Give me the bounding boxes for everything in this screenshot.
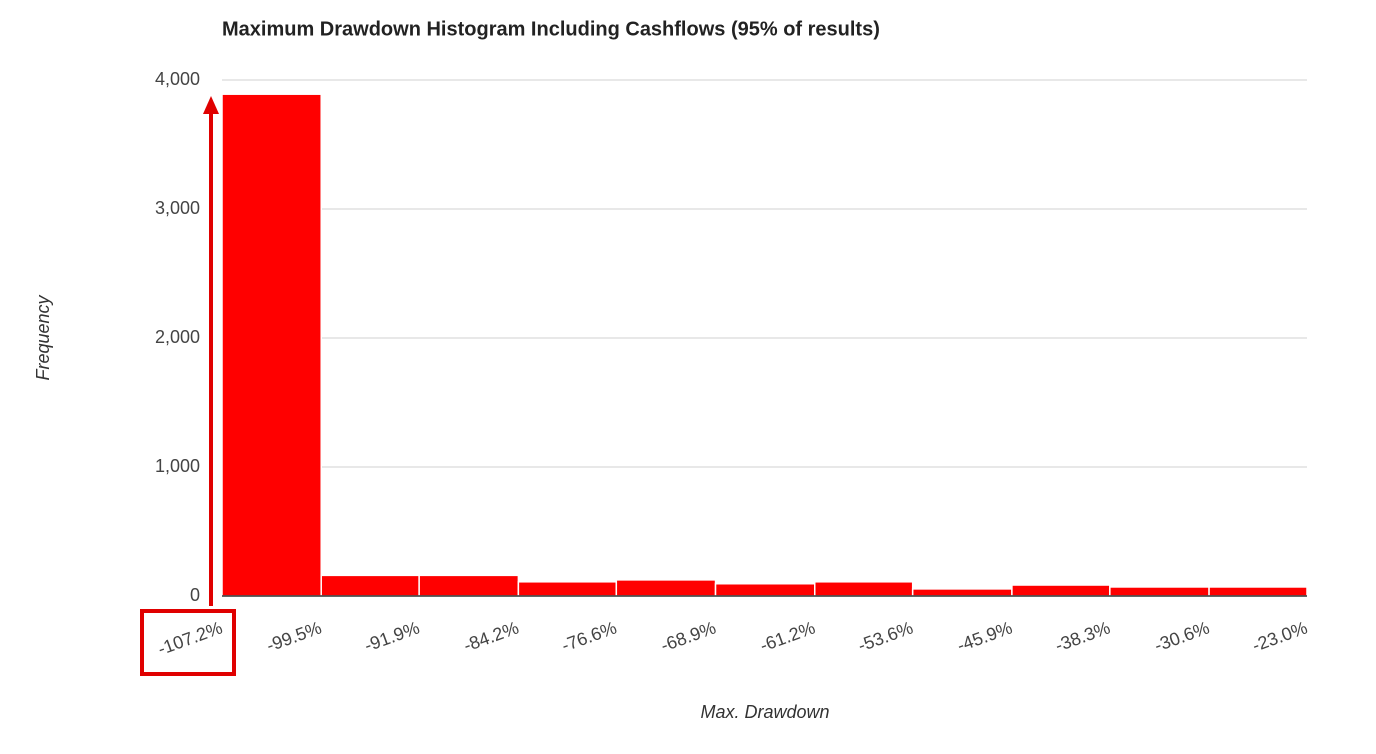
highlight-box [140, 609, 236, 676]
x-tick-label: -84.2% [461, 617, 521, 655]
bar [714, 582, 816, 597]
x-tick-label: -23.0% [1250, 617, 1310, 655]
x-tick-label: -38.3% [1052, 617, 1112, 655]
bar [418, 574, 520, 597]
bar [517, 581, 618, 597]
chart-title: Maximum Drawdown Histogram Including Cas… [222, 18, 880, 40]
annotation [140, 96, 236, 676]
bar [814, 581, 914, 597]
bar [911, 588, 1013, 597]
bar [320, 574, 420, 597]
bar [1011, 584, 1111, 597]
y-tick-label: 0 [190, 585, 200, 605]
x-tick-label: -107.2% [155, 617, 225, 659]
bar [221, 93, 322, 597]
bar [615, 579, 717, 597]
x-axis-title: Max. Drawdown [700, 702, 829, 722]
x-tick-label: -91.9% [362, 617, 422, 655]
y-tick-label: 3,000 [155, 198, 200, 218]
y-tick-label: 4,000 [155, 69, 200, 89]
y-axis-title: Frequency [33, 294, 53, 380]
x-tick-label: -61.2% [757, 617, 817, 655]
x-tick-label: -68.9% [658, 617, 718, 655]
y-tick-label: 1,000 [155, 456, 200, 476]
x-tick-label: -45.9% [954, 617, 1014, 655]
x-tick-label: -30.6% [1152, 617, 1212, 655]
arrow-head [203, 96, 219, 114]
y-tick-label: 2,000 [155, 327, 200, 347]
bar [1208, 586, 1308, 597]
x-tick-label: -76.6% [559, 617, 619, 655]
plot-area: 0 1,000 2,000 3,000 4,000 -107.2% -99.5% -91.9%… [155, 69, 1310, 659]
x-tick-label: -99.5% [264, 617, 324, 655]
x-tick-label: -53.6% [855, 617, 915, 655]
bar [1109, 586, 1210, 597]
